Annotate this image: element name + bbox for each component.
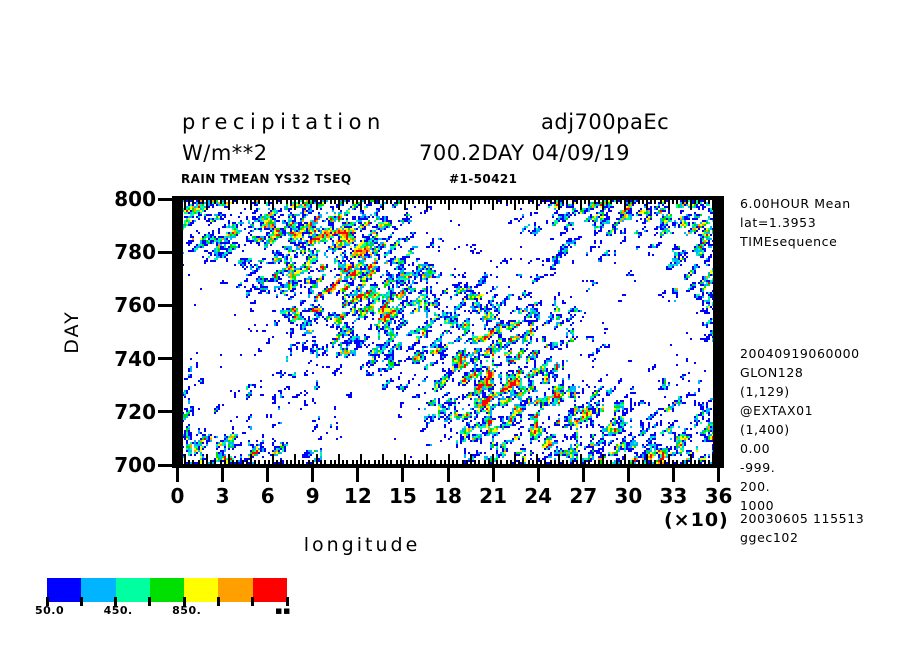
annotation-line: @EXTAX01 [740, 403, 814, 418]
x-tick [401, 468, 405, 482]
x-tick-label: 9 [305, 484, 320, 508]
side-annotation-footer: 20030605 115513 ggec102 [740, 509, 864, 547]
colorbar-label: ▪▪ [275, 604, 291, 617]
subtitle-dataset: RAIN TMEAN YS32 TSEQ [181, 172, 352, 186]
y-tick [158, 410, 173, 414]
colorbar-tick [114, 597, 118, 606]
x-tick-label: 30 [614, 484, 643, 508]
colorbar-label: 450. [103, 604, 133, 617]
y-tick [158, 303, 173, 307]
x-axis-label: longitude [303, 534, 421, 556]
y-tick [158, 357, 173, 361]
x-tick-label: 6 [260, 484, 275, 508]
x-tick [626, 468, 630, 482]
x-tick [176, 468, 179, 482]
x-tick [717, 468, 720, 482]
annotation-line: 6.00HOUR Mean [740, 196, 851, 211]
y-axis-label: DAY [61, 310, 83, 354]
colorbar-band [149, 578, 185, 602]
colorbar-bands [47, 578, 287, 602]
colorbar-label: 850. [172, 604, 202, 617]
x-tick [266, 468, 270, 482]
colorbar-tick [148, 597, 152, 606]
x-axis-tick-labels: 0 3 6 9 12 15 18 21 24 27 30 33 36 [0, 484, 904, 508]
annotation-line: GLON128 [740, 365, 804, 380]
title-level-date: 700.2DAY 04/09/19 [419, 141, 630, 165]
precipitation-heatmap [172, 196, 724, 468]
y-tick [158, 250, 173, 254]
colorbar-band [81, 578, 116, 602]
annotation-line: lat=1.3953 [740, 215, 817, 230]
x-tick-label: 18 [434, 484, 462, 508]
colorbar-band [184, 578, 219, 602]
annotation-line: 0.00 [740, 441, 771, 456]
x-tick [491, 468, 495, 482]
annotation-line: 1000 [740, 498, 775, 513]
annotation-line: (1,400) [740, 422, 790, 437]
colorbar-band [252, 578, 287, 602]
colorbar-tick [79, 597, 83, 606]
plot-frame-right [713, 196, 724, 468]
plot-frame-top [172, 196, 724, 200]
colorbar-tick [285, 597, 289, 606]
title-variable: precipitation [182, 110, 386, 134]
colorbar-tick [216, 597, 220, 606]
x-tick [311, 468, 315, 482]
x-tick-label: 27 [569, 484, 598, 508]
y-tick [158, 197, 173, 201]
title-experiment: adj700paEc [541, 110, 670, 134]
colorbar-tick [182, 597, 186, 606]
x-tick [446, 468, 450, 482]
y-tick-label: 780 [114, 240, 156, 265]
annotation-line: -999. [740, 460, 776, 475]
hovmoller-plot [172, 196, 724, 468]
colorbar-band [47, 578, 82, 602]
x-tick [221, 468, 225, 482]
colorbar-band [218, 578, 253, 602]
annotation-line: ggec102 [740, 530, 799, 545]
x-tick-label: 0 [170, 484, 185, 508]
annotation-line: TIMEsequence [740, 234, 838, 249]
x-axis-multiplier: (×10) [664, 509, 729, 531]
plot-frame-bottom [172, 464, 724, 468]
x-tick [536, 468, 540, 482]
side-annotation-top: 6.00HOUR Mean lat=1.3953 TIMEsequence [740, 194, 851, 251]
x-tick-label: 33 [659, 484, 688, 508]
colorbar-tick [251, 597, 255, 606]
x-axis-ticks [172, 468, 724, 482]
y-tick-label: 800 [114, 187, 156, 211]
annotation-line: 200. [740, 479, 771, 494]
annotation-line: 20030605 115513 [740, 511, 865, 526]
y-tick [158, 463, 173, 467]
colorbar-labels: 50.0 450. 850. ▪▪ [0, 604, 330, 622]
y-tick-label: 700 [114, 453, 156, 477]
x-tick-label: 21 [479, 484, 507, 508]
y-tick-label: 720 [114, 399, 156, 424]
subtitle-id: #1-50421 [449, 172, 518, 186]
x-tick-label: 15 [388, 484, 417, 508]
y-tick-label: 760 [114, 293, 156, 318]
x-tick-label: 36 [704, 484, 733, 508]
y-tick-label: 740 [114, 346, 156, 371]
x-tick [356, 468, 360, 482]
colorbar-band [115, 578, 150, 602]
plot-frame-left [172, 196, 183, 468]
x-tick-label: 3 [215, 484, 230, 508]
side-annotation-meta: 20040919060000 GLON128 (1,129) @EXTAX01 (1,4… [740, 344, 860, 515]
colorbar [45, 578, 289, 606]
title-units: W/m**2 [182, 141, 268, 165]
x-tick-label: 12 [343, 484, 372, 508]
colorbar-label: 50.0 [35, 604, 65, 617]
annotation-line: (1,129) [740, 384, 790, 399]
annotation-line: 20040919060000 [740, 346, 860, 361]
colorbar-tick [45, 597, 49, 606]
x-tick [581, 468, 585, 482]
y-axis-ticks [158, 196, 173, 468]
y-axis-tick-labels: 800 780 760 740 720 700 [90, 187, 156, 477]
x-tick [671, 468, 675, 482]
x-tick-label: 24 [524, 484, 553, 508]
